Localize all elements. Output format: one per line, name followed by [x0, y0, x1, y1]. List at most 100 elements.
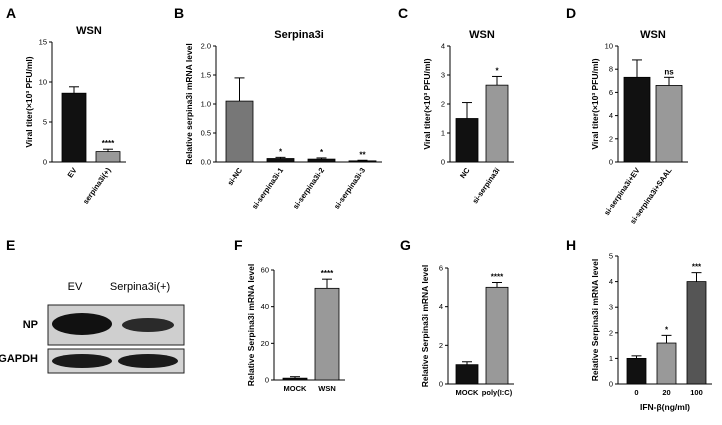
category-label: 20	[662, 388, 670, 397]
panel-letter: F	[234, 237, 243, 253]
panel-c: C WSN 0 1 2 3 4 Viral titer(×10³ PFU/ml) NC * si-s…	[398, 5, 514, 205]
y-tick-label: 0	[43, 158, 47, 167]
y-tick-label: 3	[441, 71, 445, 80]
category-label: WSN	[318, 384, 336, 393]
y-axis-label: Relative serpina3i mRNA level	[184, 43, 194, 165]
y-tick-label: 40	[261, 302, 269, 311]
significance-label: *	[665, 325, 669, 334]
y-axis-label: Relative Serpina3i mRNA level	[420, 265, 430, 388]
bar	[455, 364, 479, 385]
y-tick-label: 0	[439, 380, 443, 389]
y-tick-label: 0	[265, 376, 269, 385]
y-axis-label: Viral titer(×10³ PFU/ml)	[422, 58, 432, 149]
y-tick-label: 1.5	[201, 71, 211, 80]
bar	[623, 76, 651, 163]
bar	[314, 287, 340, 381]
band-gapdh-serpina3i	[118, 354, 178, 368]
bar	[266, 158, 295, 163]
category-label: si-serpina3i-1	[250, 166, 285, 211]
bar	[455, 118, 479, 163]
category-label: NC	[458, 166, 472, 181]
y-tick-label: 15	[39, 38, 47, 47]
significance-label: ***	[692, 263, 702, 272]
significance-label: ****	[321, 269, 334, 278]
significance-label: ****	[102, 139, 115, 148]
bar	[655, 85, 683, 163]
y-tick-label: 1	[609, 354, 613, 363]
bar	[485, 286, 509, 385]
y-tick-label: 60	[261, 266, 269, 275]
y-tick-label: 4	[441, 42, 445, 51]
bar	[282, 377, 308, 381]
panel-letter: D	[566, 5, 576, 21]
y-axis-label: Relative Serpina3i mRNA level	[590, 259, 600, 382]
row-label-gapdh: GAPDH	[0, 353, 38, 365]
y-tick-label: 0	[441, 158, 445, 167]
category-label: EV	[66, 166, 79, 179]
category-label: serpina3i(+)	[81, 166, 113, 206]
lane-label: EV	[68, 281, 83, 293]
y-tick-label: 1.0	[201, 100, 211, 109]
y-tick-label: 10	[605, 42, 613, 51]
y-tick-label: 20	[261, 339, 269, 348]
category-label: MOCK	[456, 388, 479, 397]
y-tick-label: 8	[609, 65, 613, 74]
category-label: MOCK	[284, 384, 307, 393]
chart-title: Serpina3i	[274, 29, 324, 41]
y-tick-label: 3	[609, 303, 613, 312]
panel-letter: H	[566, 237, 576, 253]
bar	[61, 92, 87, 163]
significance-label: *	[495, 66, 499, 75]
category-label: si-serpina3i-2	[291, 166, 326, 211]
x-axis-label: IFN-β(ng/ml)	[640, 402, 690, 412]
significance-label: ****	[491, 273, 504, 282]
bar	[348, 160, 377, 163]
panel-letter: G	[400, 237, 411, 253]
chart-title: WSN	[469, 29, 495, 41]
panel-g: G 0 2 4 6 Relative Serpina3i mRNA level MOCK **…	[400, 237, 514, 397]
y-tick-label: 4	[439, 302, 443, 311]
y-tick-label: 0.5	[201, 129, 211, 138]
y-tick-label: 0	[609, 158, 613, 167]
y-axis-label: Viral titer(×10³ PFU/ml)	[590, 58, 600, 149]
significance-label: *	[279, 147, 283, 156]
band-gapdh-ev	[52, 354, 112, 368]
bar	[307, 158, 336, 163]
bar	[485, 84, 509, 163]
y-tick-label: 2	[609, 134, 613, 143]
panel-letter: B	[174, 5, 184, 21]
panel-a: A WSN 0 5 10 15 Viral titer(×10³ PFU/ml) EV ****…	[6, 5, 126, 206]
y-tick-label: 4	[609, 111, 613, 120]
bar	[656, 342, 677, 385]
panel-b: B Serpina3i 0.0 0.5 1.0 1.5 2.0 Relative serpin…	[174, 5, 382, 211]
y-tick-label: 6	[439, 264, 443, 273]
panel-f: F 0 20 40 60 Relative Serpina3i mRNA level MOC…	[234, 237, 345, 393]
category-label: si-serpina3i	[470, 166, 501, 205]
lane-label: Serpina3i(+)	[110, 281, 170, 293]
chart-title: WSN	[640, 29, 666, 41]
panel-e: E EV Serpina3i(+) NP GAPDH	[0, 237, 185, 374]
y-tick-label: 6	[609, 88, 613, 97]
bar	[225, 100, 254, 163]
panel-letter: E	[6, 237, 15, 253]
y-axis-label: Relative Serpina3i mRNA level	[246, 264, 256, 387]
bar	[686, 281, 707, 385]
y-tick-label: 2	[439, 341, 443, 350]
y-tick-label: 5	[609, 252, 613, 261]
panel-letter: C	[398, 5, 408, 21]
y-tick-label: 5	[43, 118, 47, 127]
category-label: 0	[634, 388, 638, 397]
category-label: poly(I:C)	[482, 388, 513, 397]
y-tick-label: 1	[441, 129, 445, 138]
y-tick-label: 2	[441, 100, 445, 109]
band-np-ev	[52, 313, 112, 335]
panel-letter: A	[6, 5, 16, 21]
row-label-np: NP	[23, 319, 38, 331]
category-label: 100	[690, 388, 703, 397]
y-tick-label: 4	[609, 277, 613, 286]
bar	[626, 357, 647, 385]
category-label: si-serpina3i-3	[332, 166, 367, 211]
panel-h: H 0 1 2 3 4 5 Relative Serpina3i mRNA level 0 * 20…	[566, 237, 712, 412]
